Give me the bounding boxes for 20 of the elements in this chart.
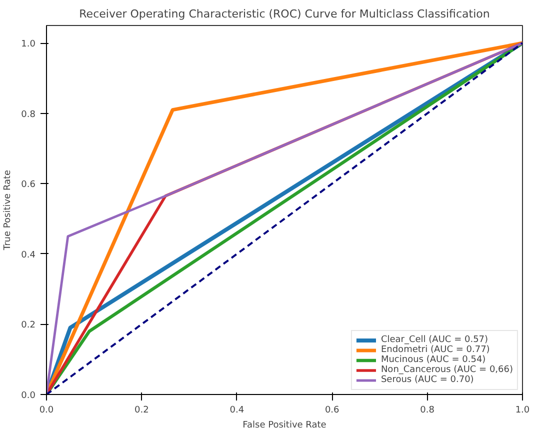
y-axis-title: True Positive Rate [3, 169, 14, 252]
chart-title: Receiver Operating Characteristic (ROC) Curve for Multiclass Classification [79, 8, 490, 20]
x-tick-label: 0.2 [134, 406, 149, 416]
y-tick-label: 0.4 [21, 250, 36, 260]
x-axis-title: False Positive Rate [242, 420, 327, 430]
x-tick-label: 1.0 [515, 406, 530, 416]
y-tick-label: 0.6 [21, 180, 36, 190]
legend-label: Serous (AUC = 0.70) [380, 375, 474, 385]
x-tick-label: 0.4 [230, 406, 244, 416]
legend-label: Non_Cancerous (AUC = 0,66) [380, 365, 513, 375]
y-tick-label: 1.0 [21, 40, 36, 50]
y-tick-label: 0.2 [21, 320, 36, 331]
legend-label: Endometri (AUC = 0.77) [380, 345, 490, 355]
x-tick-label: 0.6 [324, 406, 340, 416]
y-tick-label: 0.8 [21, 110, 36, 120]
x-tick-label: 0.8 [420, 406, 435, 416]
x-tick-label: 0.0 [39, 406, 54, 416]
legend-label: Mucinous (AUC = 0.54) [380, 355, 486, 365]
y-tick-label: 0.0 [21, 391, 36, 401]
legend-label: Clear_Cell (AUC = 0.57) [380, 335, 488, 345]
